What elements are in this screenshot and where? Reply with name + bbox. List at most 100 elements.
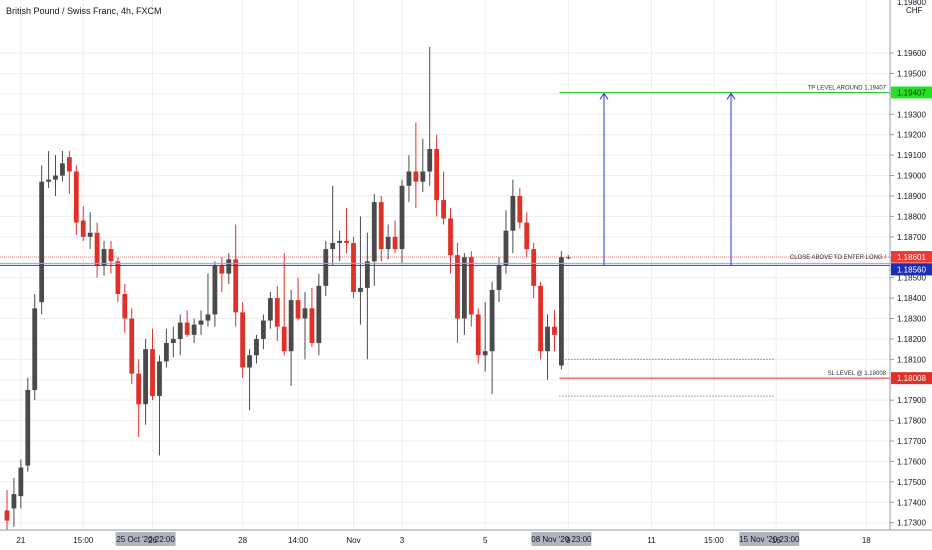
candle-up (267, 298, 273, 321)
candle-up (205, 314, 211, 321)
sl-price-tag: 1.18008 (897, 374, 926, 383)
candle-up (503, 230, 509, 266)
candle-up (364, 261, 370, 288)
candle-down (309, 308, 315, 344)
y-tick-label: 1.19600 (897, 49, 926, 58)
candle-down (219, 265, 225, 274)
candle-up (482, 351, 488, 356)
candle-down (552, 326, 557, 335)
time-marker-label: 15 Nov '20 23:00 (739, 535, 800, 544)
candle-up (60, 163, 65, 176)
candle-up (461, 257, 467, 319)
candle-up (170, 338, 176, 344)
x-tick-label: 18 (862, 536, 871, 545)
tp-price-tag: 1.19407 (897, 88, 926, 97)
candle-down (108, 249, 114, 262)
candle-up (226, 259, 232, 274)
x-tick-label: Nov (346, 536, 360, 545)
y-tick-label: 1.19300 (897, 110, 926, 119)
candle-down (392, 236, 398, 250)
y-tick-label: 1.18200 (897, 335, 926, 344)
candle-up (157, 361, 162, 397)
x-tick-label: 15:00 (73, 536, 94, 545)
y-tick-label: 1.19100 (897, 151, 926, 160)
y-tick-label-top: 1.19800 (897, 0, 926, 7)
candle-up (25, 389, 31, 466)
candle-up (254, 338, 259, 356)
x-tick-label: 21 (16, 536, 25, 545)
y-tick-label: 1.18700 (897, 233, 926, 242)
x-tick-label: 28 (238, 536, 247, 545)
current-price-tag: 1.18601 (897, 253, 926, 262)
candle-down (80, 220, 86, 237)
candle-down (344, 240, 349, 243)
y-tick-label: 1.18100 (897, 355, 926, 364)
y-tick-label: 1.17400 (897, 498, 926, 507)
candle-up (101, 249, 107, 266)
sl-price-tag-bg (891, 372, 932, 385)
x-tick-label: 15:00 (704, 536, 725, 545)
candle-down (73, 171, 79, 223)
candle-up (247, 355, 252, 368)
candle-down (136, 373, 142, 405)
candle-down (378, 202, 384, 250)
candle-up (371, 202, 377, 262)
candle-down (413, 171, 419, 182)
candle-up (323, 249, 329, 286)
time-marker-tag (115, 532, 176, 546)
candle-down (122, 294, 128, 319)
x-tick-label: 5 (483, 536, 488, 545)
candle-up (191, 324, 197, 335)
candle-up (39, 181, 45, 303)
candle-down (475, 314, 481, 356)
candle-up (385, 236, 391, 250)
candle-up (565, 257, 571, 259)
entry-annotation: CLOSE ABOVE TO ENTER LONG ! (790, 255, 886, 261)
time-marker-label: 08 Nov '20 23:00 (531, 535, 592, 544)
candle-up (46, 179, 51, 182)
candle-down (538, 285, 544, 352)
candle-up (510, 195, 516, 231)
tp-annotation: TP LEVEL AROUND 1.19407 (808, 85, 887, 91)
candle-up (143, 349, 148, 405)
candle-down (434, 149, 440, 201)
candle-up (32, 308, 38, 390)
candle-up (11, 494, 17, 509)
candle-up (420, 171, 426, 182)
candle-up (18, 467, 24, 497)
y-tick-label: 1.18300 (897, 315, 926, 324)
y-tick-label: 1.17700 (897, 437, 926, 446)
sl-annotation: SL LEVEL @ 1.18008 (828, 371, 887, 377)
candle-down (468, 257, 474, 315)
y-tick-label: 1.17300 (897, 519, 926, 528)
candle-up (330, 242, 336, 250)
x-tick-label: 16 (772, 536, 781, 545)
candle-down (240, 312, 246, 368)
candle-down (441, 200, 446, 219)
y-tick-label: 1.18500 (897, 274, 926, 283)
y-tick-label: 1.19500 (897, 69, 926, 78)
candle-up (261, 320, 266, 339)
y-tick-label: 1.17800 (897, 417, 926, 426)
candle-up (545, 326, 550, 352)
entry-price-tag-bg (891, 263, 932, 276)
candle-up (198, 320, 204, 325)
candle-up (489, 289, 495, 352)
time-marker-tag (739, 532, 800, 546)
candle-up (87, 232, 93, 237)
candle-down (4, 510, 10, 521)
candle-down (233, 259, 239, 313)
candle-up (496, 265, 502, 290)
candle-down (517, 195, 523, 223)
candle-up (163, 343, 169, 362)
candle-up (406, 171, 412, 186)
candle-up (288, 300, 294, 352)
x-tick-label: 3 (400, 536, 405, 545)
y-tick-label: 1.19000 (897, 172, 926, 181)
chart-title: British Pound / Swiss Franc, 4h, FXCM (6, 6, 162, 16)
candle-up (337, 240, 343, 243)
candle-down (455, 255, 460, 319)
entry-price-tag: 1.18560 (897, 265, 926, 274)
candle-down (295, 300, 301, 319)
